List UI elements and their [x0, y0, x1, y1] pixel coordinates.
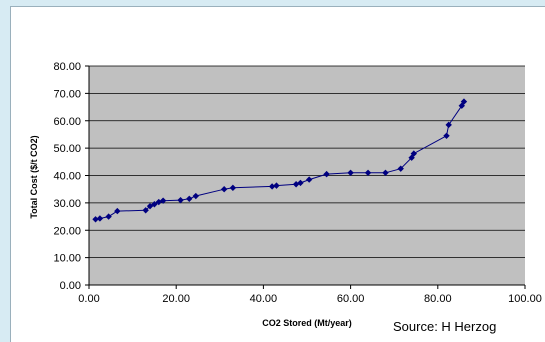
y-tick-label: 60.00 [53, 116, 81, 128]
data-point [297, 179, 304, 187]
data-markers [92, 98, 468, 223]
data-point [273, 182, 280, 189]
data-point [151, 201, 158, 208]
y-tick-label: 30.00 [53, 198, 81, 210]
data-point [305, 176, 313, 183]
data-point [177, 196, 184, 204]
x-tick-label: 100.00 [508, 293, 542, 305]
data-point [146, 202, 154, 210]
data-point [229, 184, 237, 192]
y-tick-labels: 0.00 10.00 20.00 30.00 40.00 50.00 60.00 70.00 8… [53, 61, 81, 292]
y-tick-label: 50.00 [53, 143, 81, 155]
x-tick-label: 40.00 [250, 293, 278, 305]
data-point [142, 207, 149, 214]
data-point [192, 192, 200, 200]
x-tick-label: 80.00 [424, 293, 452, 305]
data-point [114, 207, 121, 215]
x-axis-title: CO2 Stored (Mt/year) [262, 318, 352, 328]
data-point [268, 183, 276, 190]
data-point [443, 132, 450, 140]
y-tick-label: 40.00 [53, 171, 81, 183]
data-point [159, 197, 167, 204]
data-point [92, 216, 99, 223]
data-point [397, 165, 404, 172]
source-note: Source: H Herzog [393, 319, 497, 334]
y-axis-title: Total Cost ($/t CO2) [29, 135, 39, 218]
data-point [220, 185, 228, 193]
x-tick-label: 60.00 [337, 293, 365, 305]
y-tick-label: 10.00 [53, 253, 81, 265]
data-point [96, 215, 104, 222]
x-tick-label: 20.00 [162, 293, 190, 305]
axes [88, 66, 525, 286]
x-tick-labels: 0.00 20.00 40.00 60.00 80.00 100.00 [78, 293, 542, 305]
y-tick-label: 20.00 [53, 225, 81, 237]
data-point [382, 169, 389, 176]
data-point [347, 169, 354, 176]
data-point [186, 195, 193, 202]
data-point [323, 170, 330, 178]
data-point [445, 121, 452, 129]
grid-lines [85, 65, 526, 289]
y-tick-label: 0.00 [60, 280, 81, 292]
data-point [410, 150, 418, 157]
x-tick-label: 0.00 [78, 293, 99, 305]
y-tick-label: 80.00 [53, 61, 81, 73]
data-point [105, 213, 112, 220]
y-tick-label: 70.00 [53, 88, 81, 100]
data-point [460, 98, 468, 105]
data-point [364, 169, 372, 176]
